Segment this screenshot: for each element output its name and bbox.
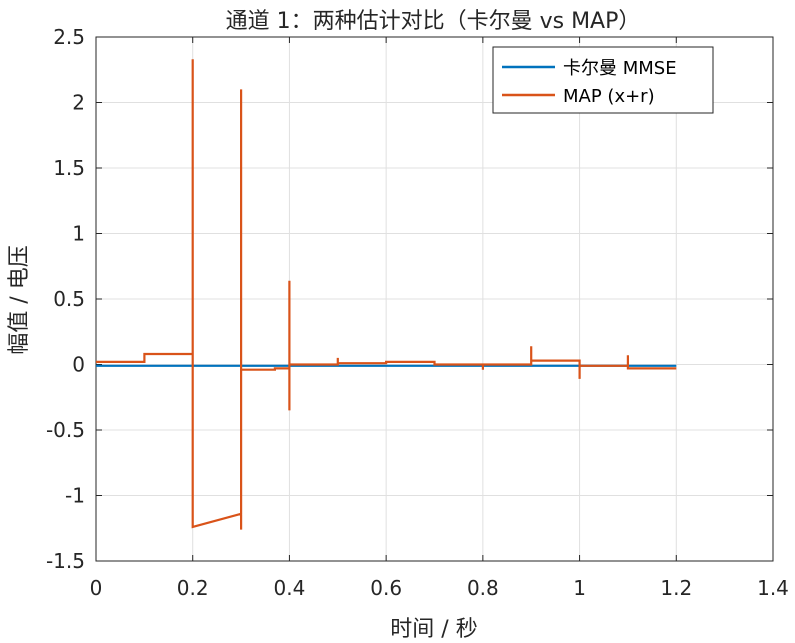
y-tick-label: 0.5	[53, 287, 85, 311]
y-tick-label: 1.5	[53, 156, 85, 180]
y-tick-label: -1	[65, 484, 85, 508]
y-tick-label: 2.5	[53, 25, 85, 49]
x-tick-label: 0.6	[370, 576, 402, 600]
axes: 0 0.2 0.4 0.6 0.8 1 1.2 1.4 -1.5 -1 -0.5 0 0.5 1 1.5 2 2…	[46, 25, 789, 600]
grid	[95, 36, 774, 562]
legend-label-1: 卡尔曼 MMSE	[563, 58, 677, 79]
y-axis-label: 幅值 / 电压	[7, 245, 32, 354]
x-axis-label: 时间 / 秒	[390, 617, 477, 642]
legend: 卡尔曼 MMSE MAP (x+r)	[492, 46, 714, 114]
y-tick-label: 1	[72, 222, 85, 246]
y-tick-label: -1.5	[46, 549, 85, 573]
legend-box	[492, 46, 714, 114]
x-tick-label: 1	[573, 576, 586, 600]
x-tick-label: 0.4	[274, 576, 306, 600]
legend-label-2: MAP (x+r)	[563, 86, 655, 107]
y-tick-label: 2	[72, 91, 85, 115]
x-tick-label: 0	[90, 576, 103, 600]
x-tick-label: 1.2	[660, 576, 692, 600]
series-line-2	[96, 59, 677, 530]
x-tick-label: 1.4	[757, 576, 789, 600]
x-tick-label: 0.2	[177, 576, 209, 600]
y-tick-label: -0.5	[46, 418, 85, 442]
x-tick-label: 0.8	[467, 576, 499, 600]
series-layer	[96, 59, 677, 530]
y-tick-label: 0	[72, 353, 85, 377]
chart-title: 通道 1：两种估计对比（卡尔曼 vs MAP）	[226, 9, 641, 34]
